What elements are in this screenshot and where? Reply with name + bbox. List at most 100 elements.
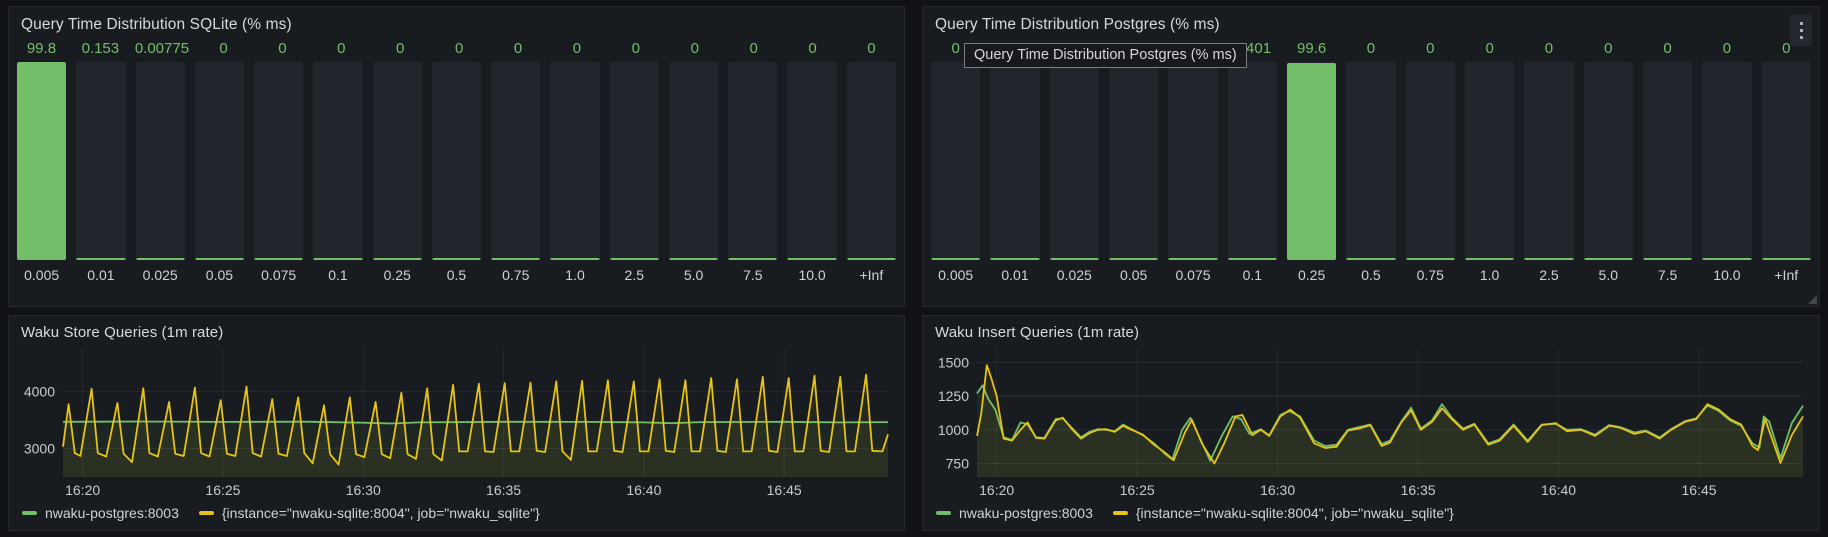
bucket-label: 2.5 (624, 267, 645, 283)
x-tick-label: 16:25 (205, 482, 240, 498)
bucket-label: 0.005 (24, 267, 60, 283)
histogram-bar (1405, 62, 1455, 260)
histogram-bar-fill (990, 258, 1040, 260)
histogram-bar-fill (787, 258, 837, 260)
bar-value-label: 0 (749, 40, 758, 57)
legend-label: {instance="nwaku-sqlite:8004", job="nwak… (221, 505, 540, 521)
histogram-bar-fill (254, 258, 304, 260)
legend-item[interactable]: nwaku-postgres:8003 (936, 505, 1093, 521)
x-tick-label: 16:25 (1120, 482, 1155, 498)
x-tick-label: 16:45 (767, 482, 802, 498)
legend-item[interactable]: {instance="nwaku-sqlite:8004", job="nwak… (1112, 505, 1454, 521)
bucket-label: 7.5 (1657, 267, 1678, 283)
histogram-bar (668, 62, 719, 260)
bucket-label: 1.0 (565, 267, 585, 283)
x-tick-label: 16:30 (346, 482, 381, 498)
panel-menu-kebab-icon[interactable] (1790, 15, 1812, 46)
histogram-bar (1168, 62, 1218, 260)
histogram-bar (1346, 62, 1396, 260)
legend-label: nwaku-postgres:8003 (959, 505, 1093, 521)
bar-value-label: 0 (1663, 40, 1672, 57)
bucket-label: 0.01 (87, 267, 115, 283)
histogram-bar (491, 62, 541, 260)
bar-value-label: 0.153 (81, 40, 120, 57)
panel-title[interactable]: Waku Insert Queries (1m rate) (935, 324, 1140, 341)
histogram-bar-fill (1286, 62, 1337, 260)
bucket-label: +Inf (859, 267, 884, 283)
bucket-label: 5.0 (683, 267, 704, 283)
histogram-bar-fill (1524, 258, 1574, 260)
bar-value-label: 0 (808, 40, 817, 57)
panel-query-time-distribution-postgres: Query Time Distribution Postgres (% ms) … (922, 6, 1820, 307)
histogram-bar-fill (76, 258, 126, 260)
bucket-label: 0.1 (1242, 267, 1263, 283)
histogram-bar-fill (1227, 258, 1277, 260)
histogram-bar-fill (1346, 258, 1396, 260)
bar-value-label: 99.8 (26, 40, 57, 57)
bucket-label: 2.5 (1539, 267, 1559, 283)
panel-title[interactable]: Query Time Distribution Postgres (% ms) (935, 16, 1220, 33)
bucket-label: +Inf (1774, 267, 1799, 283)
histogram-bar (846, 62, 896, 260)
panel-resize-handle[interactable] (1808, 295, 1817, 304)
panel-waku-store-queries: Waku Store Queries (1m rate) 3000 4000 16:… (8, 315, 905, 531)
bucket-label: 0.01 (1001, 267, 1029, 283)
bar-value-label: 0 (1485, 40, 1494, 57)
bucket-label: 5.0 (1598, 267, 1618, 283)
histogram-bar (609, 62, 659, 260)
bar-value-label: 0 (1426, 40, 1435, 57)
bar-value-label: 0 (337, 40, 346, 57)
histogram-bar-fill (1405, 258, 1455, 260)
bar-value-label: 0 (690, 40, 699, 57)
y-tick-label: 1500 (938, 354, 969, 370)
series-line (976, 364, 1804, 465)
bucket-label: 0.025 (1056, 267, 1092, 283)
y-tick-label: 1000 (938, 422, 969, 438)
histogram-bar (254, 62, 304, 260)
y-tick-label: 4000 (24, 384, 55, 400)
x-tick-label: 16:40 (1541, 482, 1576, 498)
bar-value-label: 0 (454, 40, 464, 57)
store-queries-legend: nwaku-postgres:8003 {instance="nwaku-sqli… (9, 501, 904, 525)
bucket-label: 7.5 (743, 267, 763, 283)
legend-label: {instance="nwaku-sqlite:8004", job="nwak… (1135, 505, 1454, 521)
legend-item[interactable]: {instance="nwaku-sqlite:8004", job="nwak… (198, 505, 540, 521)
series-area-fill (63, 374, 888, 477)
panel-title[interactable]: Waku Store Queries (1m rate) (21, 324, 224, 341)
legend-swatch-icon (936, 511, 951, 515)
panel-title-tooltip: Query Time Distribution Postgres (% ms) (964, 43, 1247, 68)
bucket-label: 0.75 (1416, 267, 1444, 283)
bucket-label: 0.5 (1361, 267, 1381, 283)
histogram-bar-fill (609, 258, 659, 260)
histogram-bar-fill (491, 258, 541, 260)
histogram-bar (1464, 62, 1515, 260)
histogram-bar (728, 62, 778, 260)
bucket-label: 10.0 (1713, 267, 1741, 283)
bar-value-label: 0 (867, 40, 876, 57)
bar-value-label: 0 (219, 40, 228, 57)
histogram-bar-fill (431, 258, 482, 260)
x-tick-label: 16:30 (1260, 482, 1295, 498)
panel-query-time-distribution-sqlite: Query Time Distribution SQLite (% ms) 99… (8, 6, 905, 307)
histogram-bar (372, 62, 422, 260)
histogram-bar (1642, 62, 1693, 260)
bar-value-label: 0 (951, 40, 960, 57)
histogram-bar (194, 62, 245, 260)
bar-value-label: 0 (631, 40, 641, 57)
histogram-bar-fill (313, 258, 363, 260)
store-queries-chart: 3000 4000 16:20 16:25 16:30 16:35 16:40 16:45 (24, 349, 889, 498)
histogram-bar (17, 62, 67, 260)
histogram-bar-fill (550, 258, 600, 260)
bucket-label: 0.1 (328, 267, 348, 283)
histogram-bar-fill (1761, 258, 1811, 260)
legend-item[interactable]: nwaku-postgres:8003 (22, 505, 179, 521)
legend-swatch-icon (198, 511, 214, 515)
histogram-bar (1049, 62, 1099, 260)
bucket-label: 0.075 (1175, 267, 1211, 283)
panel-title[interactable]: Query Time Distribution SQLite (% ms) (21, 16, 292, 33)
histogram-bar (1286, 62, 1337, 260)
bar-value-label: 0 (1782, 40, 1791, 57)
histogram-bar-fill (1049, 258, 1099, 260)
insert-queries-chart: 750 1000 1250 1500 16:20 16:25 16:30 16:35 16:40… (938, 349, 1804, 498)
y-tick-label: 3000 (24, 441, 55, 457)
